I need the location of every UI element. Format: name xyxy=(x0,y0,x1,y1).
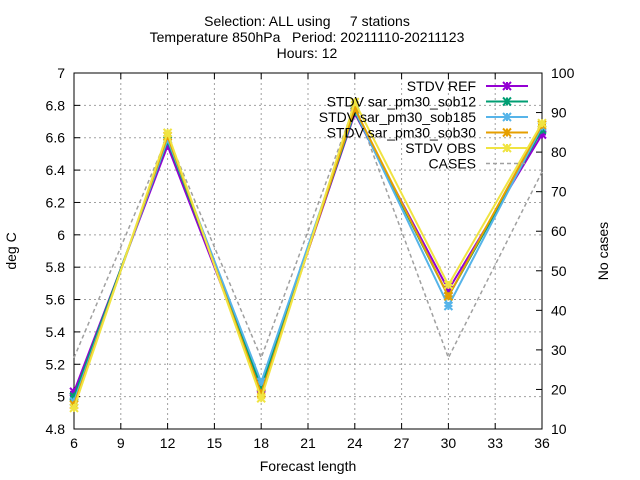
y-tick-label: 6.4 xyxy=(46,162,66,178)
x-tick-label: 36 xyxy=(534,435,550,451)
legend-marker xyxy=(502,127,512,138)
legend-label: STDV REF xyxy=(407,78,476,94)
y2-tick-label: 70 xyxy=(551,184,567,200)
x-tick-label: 27 xyxy=(394,435,410,451)
legend-marker xyxy=(502,112,512,122)
legend-marker xyxy=(502,96,512,107)
legend-marker xyxy=(502,81,512,91)
chart-title: Selection: ALL using 7 stationsTemperatu… xyxy=(150,13,465,61)
y-tick-label: 6 xyxy=(57,227,65,243)
legend-label: CASES xyxy=(429,156,476,172)
y2-tick-label: 60 xyxy=(551,223,567,239)
title-line: Hours: 12 xyxy=(277,45,338,61)
data-point xyxy=(256,393,266,403)
y-tick-label: 5.2 xyxy=(46,356,66,372)
y2-tick-label: 50 xyxy=(551,263,567,279)
legend-label: STDV OBS xyxy=(405,140,476,156)
series-4 xyxy=(69,97,547,413)
y2-tick-label: 100 xyxy=(551,65,575,81)
data-point xyxy=(443,280,454,290)
axis-ticks: 6 9 12 15 18 21 24 27 30 33 36 4.8 5 5.2 5.4 5.6 5.8 6 6.2… xyxy=(46,65,575,451)
x-tick-label: 9 xyxy=(117,435,125,451)
x-tick-label: 21 xyxy=(300,435,316,451)
y2-axis-label: No cases xyxy=(595,222,611,280)
legend-label: STDV sar_pm30_sob185 xyxy=(319,109,476,125)
data-point xyxy=(443,291,454,302)
title-line: Selection: ALL using 7 stations xyxy=(204,13,410,29)
y-axis-label: deg C xyxy=(3,232,19,269)
y-tick-label: 4.8 xyxy=(46,421,66,437)
y-tick-label: 5.6 xyxy=(46,292,66,308)
y-tick-label: 5.4 xyxy=(46,324,66,340)
y2-tick-label: 30 xyxy=(551,342,567,358)
title-line: Temperature 850hPa Period: 20211110-2021… xyxy=(150,29,465,45)
y-tick-label: 6.2 xyxy=(46,194,66,210)
x-axis-label: Forecast length xyxy=(260,458,357,474)
series-lines xyxy=(69,97,547,413)
legend-label: STDV sar_pm30_sob12 xyxy=(327,94,477,110)
x-tick-label: 33 xyxy=(487,435,503,451)
y-tick-label: 5.8 xyxy=(46,259,66,275)
y2-tick-label: 10 xyxy=(551,421,567,437)
y-tick-label: 7 xyxy=(57,65,65,81)
y2-tick-label: 90 xyxy=(551,105,567,121)
y-tick-label: 6.8 xyxy=(46,97,66,113)
y2-tick-label: 80 xyxy=(551,144,567,160)
data-point xyxy=(350,97,360,107)
x-tick-label: 6 xyxy=(70,435,78,451)
data-point xyxy=(443,301,454,311)
data-point xyxy=(162,128,173,138)
x-tick-label: 12 xyxy=(160,435,176,451)
legend-label: STDV sar_pm30_sob30 xyxy=(327,125,477,141)
y-tick-label: 5 xyxy=(57,389,65,405)
legend-marker xyxy=(502,143,512,153)
data-point xyxy=(69,403,79,413)
data-point xyxy=(537,118,547,128)
y-tick-label: 6.6 xyxy=(46,130,66,146)
y2-tick-label: 40 xyxy=(551,302,567,318)
x-tick-label: 18 xyxy=(253,435,269,451)
x-tick-label: 15 xyxy=(207,435,223,451)
series-line xyxy=(73,99,543,409)
x-tick-label: 24 xyxy=(347,435,363,451)
x-tick-label: 30 xyxy=(441,435,457,451)
y2-tick-label: 20 xyxy=(551,381,567,397)
